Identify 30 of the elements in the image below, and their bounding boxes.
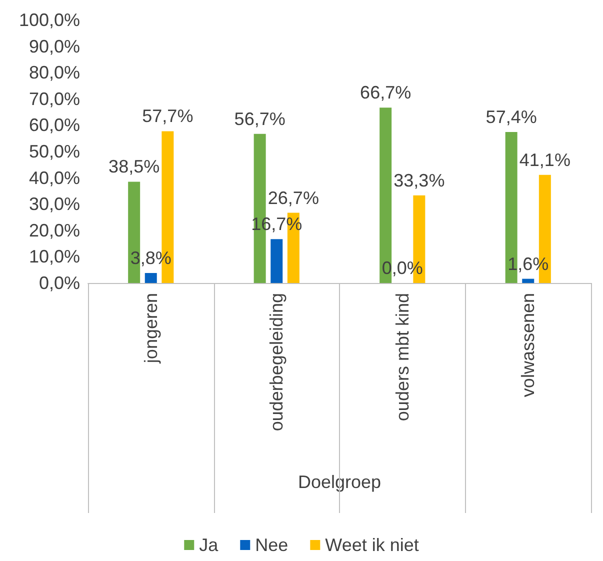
x-tick-label: volwassenen	[518, 293, 538, 398]
y-tick-label: 50,0%	[28, 142, 80, 162]
legend-label: Ja	[199, 535, 220, 555]
y-tick-label: 90,0%	[28, 36, 80, 56]
legend-label: Weet ik niet	[325, 535, 419, 555]
legend-label: Nee	[255, 535, 288, 555]
data-label: 38,5%	[108, 156, 160, 177]
bar	[522, 278, 534, 283]
y-tick-label: 30,0%	[28, 194, 80, 214]
data-label: 66,7%	[360, 82, 412, 103]
y-tick-label: 40,0%	[28, 168, 80, 188]
y-tick-label: 100,0%	[18, 10, 80, 30]
x-axis-title: Doelgroep	[298, 472, 382, 492]
data-label: 57,4%	[486, 107, 537, 128]
data-label: 33,3%	[394, 170, 445, 190]
y-tick-label: 10,0%	[28, 246, 80, 267]
y-tick-label: 80,0%	[28, 62, 80, 83]
data-label: 41,1%	[519, 150, 570, 170]
data-label: 57,7%	[142, 106, 194, 126]
bar	[144, 273, 157, 283]
x-tick-label: ouderbegeleiding	[266, 293, 287, 432]
x-tick-label: ouders mbt kind	[392, 293, 412, 422]
data-label: 26,7%	[268, 188, 319, 208]
x-tick-label: jongeren	[140, 293, 161, 364]
data-label: 56,7%	[234, 108, 286, 129]
bar	[270, 239, 283, 283]
y-tick-label: 0,0%	[38, 273, 80, 293]
y-tick-label: 20,0%	[28, 220, 80, 240]
y-tick-label: 60,0%	[28, 115, 80, 136]
y-tick-label: 70,0%	[28, 88, 80, 109]
